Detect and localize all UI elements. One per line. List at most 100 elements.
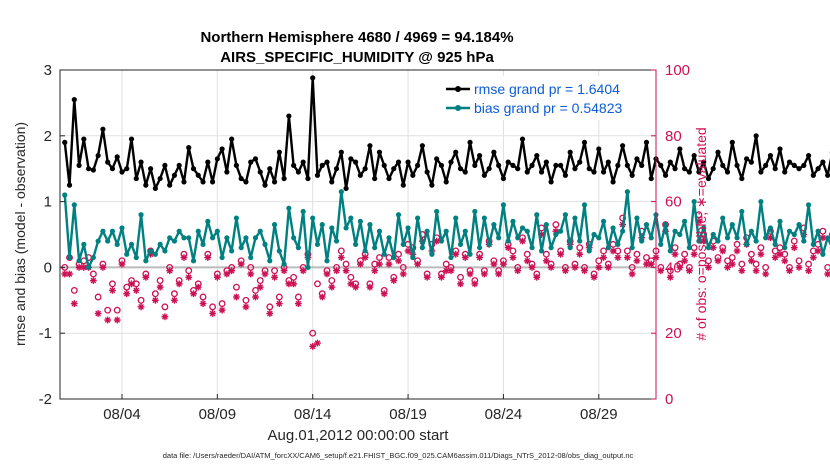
- rmse-point: [782, 169, 787, 174]
- bias-point: [162, 248, 167, 253]
- rmse-point: [525, 169, 530, 174]
- rmse-point: [258, 169, 263, 174]
- obs-evaluated-marker: [781, 257, 788, 264]
- bias-point: [534, 212, 539, 217]
- rmse-point: [343, 186, 348, 191]
- rmse-point: [506, 160, 511, 165]
- rmse-point: [281, 176, 286, 181]
- bias-point: [491, 222, 496, 227]
- rmse-point: [439, 163, 444, 168]
- rmse-point: [386, 176, 391, 181]
- bias-point: [720, 215, 725, 220]
- x-tick-label: 08/04: [103, 406, 141, 423]
- bias-point: [615, 242, 620, 247]
- bias-point: [315, 242, 320, 247]
- x-axis-label: Aug.01,2012 00:00:00 start: [268, 427, 450, 444]
- rmse-point: [501, 176, 506, 181]
- right-tick-label: 20: [665, 325, 682, 342]
- bias-point: [596, 235, 601, 240]
- left-tick-label: 2: [44, 128, 52, 145]
- bias-point: [239, 245, 244, 250]
- rmse-point: [200, 179, 205, 184]
- rmse-point: [367, 143, 372, 148]
- bias-point: [744, 242, 749, 247]
- legend-rmse-label: rmse grand pr = 1.6404: [474, 81, 620, 97]
- rmse-point: [677, 146, 682, 151]
- rmse-point: [549, 179, 554, 184]
- rmse-point: [172, 173, 177, 178]
- obs-evaluated-marker: [204, 254, 211, 261]
- bias-point: [749, 229, 754, 234]
- rmse-point: [215, 156, 220, 161]
- obs-evaluated-marker: [100, 264, 107, 271]
- rmse-point: [181, 179, 186, 184]
- obs-evaluated-marker: [133, 287, 140, 294]
- bias-point: [67, 255, 72, 260]
- bias-point: [687, 245, 692, 250]
- obs-evaluated-marker: [734, 248, 741, 255]
- rmse-point: [615, 163, 620, 168]
- rmse-point: [591, 169, 596, 174]
- bias-point: [482, 215, 487, 220]
- x-tick-label: 08/09: [199, 406, 237, 423]
- bias-point: [172, 238, 177, 243]
- obs-evaluated-marker: [347, 280, 354, 287]
- obs-evaluated-marker: [681, 257, 688, 264]
- x-tick-label: 08/14: [294, 406, 332, 423]
- bias-point: [458, 242, 463, 247]
- rmse-point: [739, 176, 744, 181]
- bias-point: [806, 202, 811, 207]
- rmse-point: [787, 160, 792, 165]
- rmse-point: [725, 169, 730, 174]
- obs-evaluated-marker: [772, 254, 779, 261]
- rmse-point: [491, 150, 496, 155]
- obs-evaluated-marker: [457, 280, 464, 287]
- bias-point: [119, 225, 124, 230]
- bias-point: [220, 255, 225, 260]
- bias-point: [763, 235, 768, 240]
- bias-point: [191, 258, 196, 263]
- rmse-point: [510, 163, 515, 168]
- rmse-point: [358, 173, 363, 178]
- rmse-point: [477, 153, 482, 158]
- rmse-point: [382, 163, 387, 168]
- bias-point: [529, 245, 534, 250]
- bias-point: [372, 245, 377, 250]
- bias-point: [415, 215, 420, 220]
- legend-bias-marker: [455, 105, 461, 111]
- bias-point: [186, 235, 191, 240]
- bias-point: [792, 232, 797, 237]
- rmse-point: [820, 160, 825, 165]
- obs-evaluated-marker: [381, 290, 388, 297]
- bias-point: [301, 209, 306, 214]
- bias-point: [711, 232, 716, 237]
- rmse-point: [720, 163, 725, 168]
- bias-point: [501, 202, 506, 207]
- rmse-point: [668, 160, 673, 165]
- bias-point: [248, 255, 253, 260]
- bias-point: [334, 238, 339, 243]
- bias-point: [420, 245, 425, 250]
- bias-point: [525, 229, 530, 234]
- rmse-point: [420, 143, 425, 148]
- bias-point: [229, 248, 234, 253]
- obs-evaluated-marker: [805, 267, 812, 274]
- rmse-point: [572, 166, 577, 171]
- rmse-point: [353, 160, 358, 165]
- obs-evaluated-marker: [281, 267, 288, 274]
- bias-point: [243, 235, 248, 240]
- bias-point: [811, 242, 816, 247]
- rmse-point: [158, 176, 163, 181]
- bias-point: [343, 225, 348, 230]
- bias-point: [367, 222, 372, 227]
- rmse-point: [86, 166, 91, 171]
- right-tick-label: 0: [665, 391, 673, 408]
- rmse-point: [682, 166, 687, 171]
- obs-evaluated-marker: [529, 264, 536, 271]
- rmse-point: [272, 179, 277, 184]
- rmse-point: [644, 140, 649, 145]
- bias-point: [148, 248, 153, 253]
- bias-point: [539, 248, 544, 253]
- rmse-point: [167, 183, 172, 188]
- rmse-point: [196, 173, 201, 178]
